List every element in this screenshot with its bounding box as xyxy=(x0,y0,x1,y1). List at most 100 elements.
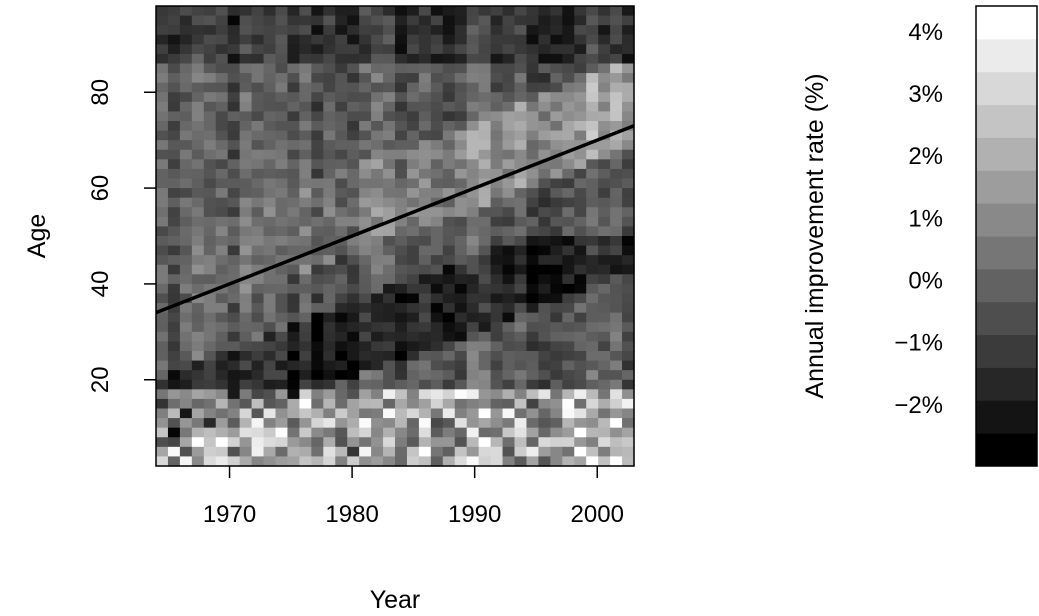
colorbar-tick-label: −2% xyxy=(894,392,943,419)
heatmap-cell xyxy=(227,446,241,458)
heatmap-cell xyxy=(371,6,384,17)
heatmap-cell xyxy=(466,437,480,448)
heatmap-cell xyxy=(598,398,611,410)
heatmap-cell xyxy=(227,15,241,26)
heatmap-cell xyxy=(514,456,528,467)
heatmap-cell xyxy=(454,418,468,429)
heatmap-cell xyxy=(586,351,599,362)
heatmap-cell xyxy=(179,130,193,141)
heatmap-cell xyxy=(191,63,205,74)
heatmap-cell xyxy=(203,379,217,390)
heatmap-cell xyxy=(454,44,468,55)
heatmap-cell xyxy=(383,264,396,275)
heatmap-cell xyxy=(347,274,360,285)
heatmap-cell xyxy=(395,216,408,228)
heatmap-cell xyxy=(251,92,265,103)
heatmap-cell xyxy=(275,456,289,467)
heatmap-cell xyxy=(442,73,456,84)
heatmap-cell xyxy=(383,418,396,429)
heatmap-cell xyxy=(418,255,432,266)
heatmap-cell xyxy=(335,140,348,151)
heatmap-cell xyxy=(406,379,420,390)
heatmap-cell xyxy=(311,303,324,314)
heatmap-cell xyxy=(466,25,480,36)
heatmap-cell xyxy=(251,351,265,362)
heatmap-cell xyxy=(526,312,539,323)
heatmap-cell xyxy=(227,101,241,113)
heatmap-cell xyxy=(239,398,253,410)
heatmap-cell xyxy=(550,197,563,208)
heatmap-cell xyxy=(395,34,408,45)
heatmap-cell xyxy=(466,331,480,343)
heatmap-cell xyxy=(371,370,384,381)
heatmap-cell xyxy=(251,236,265,247)
heatmap-cell xyxy=(454,53,468,65)
heatmap-cell xyxy=(598,331,611,343)
heatmap-cell xyxy=(239,274,253,285)
heatmap-cell xyxy=(395,197,408,208)
heatmap-cell xyxy=(287,34,300,45)
heatmap-cell xyxy=(191,44,205,55)
heatmap-cell xyxy=(610,121,623,132)
heatmap-cell xyxy=(227,427,241,438)
heatmap-cell xyxy=(562,168,575,180)
heatmap-cell xyxy=(514,351,528,362)
heatmap-cell xyxy=(550,92,563,103)
heatmap-cell xyxy=(538,360,551,371)
heatmap-cell xyxy=(251,197,265,208)
heatmap-cell xyxy=(418,44,432,55)
heatmap-cell xyxy=(227,322,241,333)
heatmap-cell xyxy=(287,437,300,448)
heatmap-cell xyxy=(251,379,265,390)
heatmap-cell xyxy=(287,341,300,352)
colorbar-band xyxy=(976,334,1037,368)
heatmap-cell xyxy=(311,216,324,228)
heatmap-cell xyxy=(383,389,396,400)
heatmap-cell xyxy=(347,159,360,170)
heatmap-cell xyxy=(526,360,539,371)
heatmap-cell xyxy=(598,149,611,160)
heatmap-cell xyxy=(227,398,241,410)
heatmap-cell xyxy=(586,121,599,132)
heatmap-cell xyxy=(490,456,504,467)
heatmap-cell xyxy=(418,121,432,132)
heatmap-cell xyxy=(203,418,217,429)
heatmap-cell xyxy=(203,149,217,160)
heatmap-cell xyxy=(275,322,289,333)
heatmap-cell xyxy=(167,121,181,132)
heatmap-cell xyxy=(299,6,312,17)
heatmap-cell xyxy=(323,168,336,180)
heatmap-cell xyxy=(371,264,384,275)
heatmap-cell xyxy=(430,188,444,199)
heatmap-cell xyxy=(490,446,504,458)
heatmap-cell xyxy=(227,178,241,189)
heatmap-cell xyxy=(395,236,408,247)
heatmap-cell xyxy=(167,418,181,429)
heatmap-cell xyxy=(275,15,289,26)
colorbar-tick-label: 0% xyxy=(908,268,943,295)
heatmap-cell xyxy=(311,255,324,266)
heatmap-cell xyxy=(526,15,539,26)
heatmap-cell xyxy=(275,216,289,228)
heatmap-cell xyxy=(191,53,205,65)
heatmap-cell xyxy=(454,236,468,247)
heatmap-cell xyxy=(395,322,408,333)
heatmap-cell xyxy=(478,34,492,45)
heatmap-cell xyxy=(179,341,193,352)
heatmap-cell xyxy=(418,53,432,65)
heatmap-cell xyxy=(502,226,516,237)
heatmap-cell xyxy=(383,188,396,199)
heatmap-cell xyxy=(383,63,396,74)
heatmap-cell xyxy=(442,283,456,295)
heatmap-cell xyxy=(179,245,193,256)
heatmap-cell xyxy=(215,53,229,65)
heatmap-cell xyxy=(490,331,504,343)
heatmap-cell xyxy=(227,226,241,237)
heatmap-cell xyxy=(287,283,300,295)
heatmap-cell xyxy=(179,312,193,323)
heatmap-cell xyxy=(239,264,253,275)
heatmap-cell xyxy=(418,140,432,151)
heatmap-cell xyxy=(622,427,635,438)
heatmap-cell xyxy=(263,370,277,381)
heatmap-cell xyxy=(191,101,205,113)
